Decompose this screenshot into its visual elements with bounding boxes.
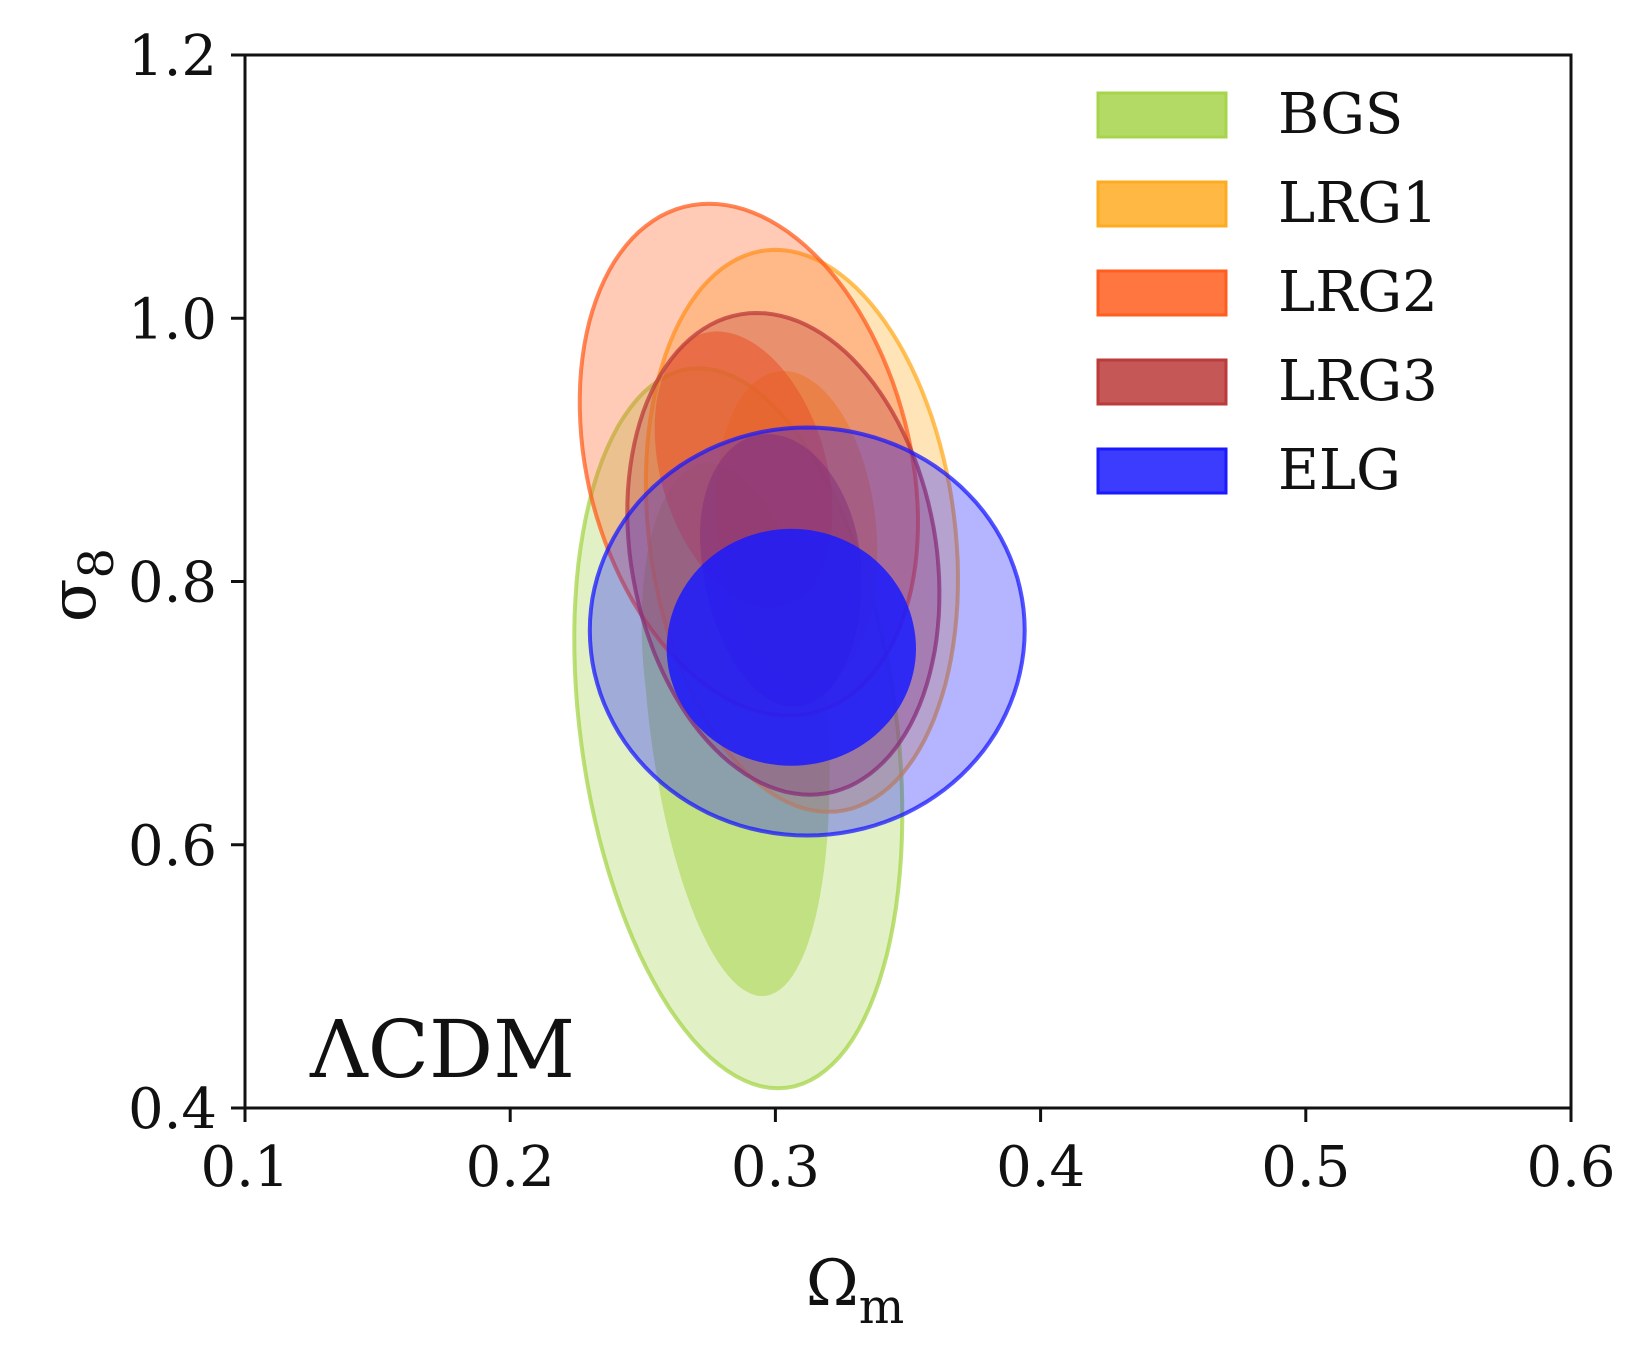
legend-item-elg: ELG xyxy=(1096,438,1401,503)
legend-swatch-lrg3 xyxy=(1096,358,1228,406)
plot-area xyxy=(572,201,1027,1091)
x-tick-label: 0.5 xyxy=(1261,1135,1350,1200)
y-tick-label: 1.0 xyxy=(128,287,217,352)
legend-item-lrg3: LRG3 xyxy=(1096,349,1438,414)
x-tick-label: 0.1 xyxy=(200,1135,289,1200)
y-axis-label-main: σ xyxy=(37,578,111,622)
contour-elg-inner xyxy=(666,528,916,766)
legend-label-bgs: BGS xyxy=(1278,82,1403,147)
axis-ticks: 0.1 0.2 0.3 0.4 0.5 0.6 0.4 0.6 0.8 1.0 1.2 xyxy=(128,24,1616,1200)
legend-swatch-bgs xyxy=(1096,91,1228,139)
y-tick-label: 0.4 xyxy=(128,1077,217,1142)
legend: BGS LRG1 LRG2 LRG3 ELG xyxy=(1096,82,1438,503)
x-axis-label: Ωm xyxy=(806,1247,905,1335)
y-tick-label: 0.6 xyxy=(128,814,217,879)
legend-item-lrg2: LRG2 xyxy=(1096,260,1438,325)
legend-item-lrg1: LRG1 xyxy=(1096,171,1438,236)
x-tick-label: 0.4 xyxy=(996,1135,1085,1200)
legend-swatch-lrg2 xyxy=(1096,269,1228,317)
legend-swatch-lrg1 xyxy=(1096,180,1228,228)
x-axis-label-subscript: m xyxy=(859,1279,905,1335)
y-axis-label-subscript: 8 xyxy=(69,548,125,579)
legend-label-lrg3: LRG3 xyxy=(1278,349,1438,414)
legend-item-bgs: BGS xyxy=(1096,82,1403,147)
legend-swatch-elg xyxy=(1096,447,1228,495)
y-axis-label: σ8 xyxy=(37,548,125,622)
x-axis-label-main: Ω xyxy=(806,1247,859,1321)
model-annotation: ΛCDM xyxy=(309,1003,575,1096)
contour-group-elg xyxy=(587,425,1027,838)
legend-label-lrg2: LRG2 xyxy=(1278,260,1438,325)
x-tick-label: 0.6 xyxy=(1526,1135,1615,1200)
y-tick-label: 1.2 xyxy=(128,24,217,89)
x-tick-label: 0.2 xyxy=(466,1135,555,1200)
legend-label-lrg1: LRG1 xyxy=(1278,171,1438,236)
x-tick-label: 0.3 xyxy=(731,1135,820,1200)
legend-label-elg: ELG xyxy=(1278,438,1401,503)
y-tick-label: 0.8 xyxy=(128,551,217,616)
